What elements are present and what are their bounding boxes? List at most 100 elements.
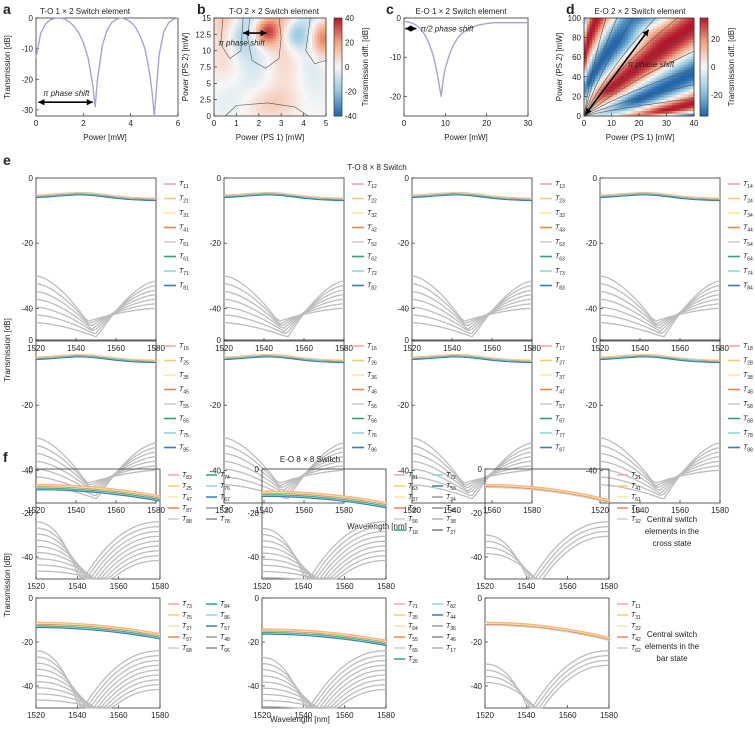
x-tick-label: 1520	[27, 711, 45, 720]
heatmap-cell	[300, 41, 304, 45]
heatmap-cell	[603, 23, 607, 27]
heatmap-cell	[641, 107, 645, 111]
heatmap-cell	[242, 81, 246, 85]
heatmap-cell	[222, 41, 226, 45]
heatmap-cell	[589, 102, 593, 106]
heatmap-cell	[230, 38, 234, 42]
heatmap-cell	[250, 55, 254, 59]
heatmap-cell	[214, 69, 218, 74]
heatmap-cell	[614, 69, 618, 73]
heatmap-cell	[300, 35, 304, 39]
heatmap-cell	[630, 23, 634, 27]
heatmap-cell	[264, 84, 268, 88]
heatmap-cell	[644, 47, 648, 52]
heatmap-cell	[677, 53, 681, 57]
heatmap-cell	[608, 75, 612, 79]
heatmap-cell	[247, 55, 251, 59]
heatmap-cell	[278, 110, 282, 114]
heatmap-cell	[606, 113, 610, 117]
heatmap-cell	[312, 75, 316, 79]
y-tick-label: -20	[21, 638, 33, 647]
heatmap-cell	[628, 105, 632, 109]
heatmap-cell	[306, 101, 310, 105]
legend-label: T44	[446, 612, 456, 621]
heatmap-cell	[633, 113, 637, 117]
heatmap-cell	[617, 94, 621, 98]
heatmap-cell	[303, 41, 307, 45]
heatmap-cell	[267, 43, 271, 48]
y-tick-label: -40	[247, 682, 259, 691]
heatmap-cell	[219, 32, 223, 36]
heatmap-cell	[619, 26, 623, 30]
y-tick-label: 20	[572, 92, 581, 101]
panel-title: E-O 2 × 2 Switch element	[595, 7, 687, 16]
legend-label: T82	[367, 283, 377, 292]
heatmap-cell	[228, 52, 232, 56]
heatmap-cell	[225, 49, 229, 53]
heatmap-cell	[242, 20, 246, 25]
heatmap-cell	[250, 23, 254, 28]
heatmap-cell	[683, 23, 687, 27]
heatmap-cell	[680, 64, 684, 68]
heatmap-cell	[614, 88, 618, 92]
colorbar-cell	[334, 42, 342, 45]
heatmap-cell	[295, 72, 299, 77]
heatmap-cell	[636, 69, 640, 73]
crosstalk-line	[599, 444, 721, 487]
heatmap-cell	[652, 107, 656, 111]
heatmap-cell	[253, 104, 257, 108]
heatmap-cell	[608, 39, 612, 43]
heatmap-cell	[309, 101, 313, 105]
legend-label: T36	[367, 372, 377, 381]
heatmap-cell	[600, 37, 604, 41]
heatmap-cell	[239, 113, 243, 117]
heatmap-cell	[228, 58, 232, 62]
heatmap-cell	[636, 26, 640, 30]
heatmap-cell	[636, 75, 640, 79]
heatmap-cell	[314, 67, 318, 71]
heatmap-cell	[222, 20, 226, 25]
heatmap-cell	[685, 64, 689, 68]
heatmap-cell	[622, 110, 626, 114]
row-label: cross state	[653, 539, 692, 548]
heatmap-cell	[312, 38, 316, 42]
legend-label: T88	[743, 445, 753, 454]
colorbar-cell	[334, 94, 342, 97]
heatmap-cell	[306, 110, 310, 114]
legend-label: T85	[408, 505, 418, 514]
heatmap-cell	[650, 39, 654, 43]
heatmap-cell	[606, 34, 610, 38]
heatmap-cell	[603, 105, 607, 109]
heatmap-cell	[619, 86, 623, 90]
heatmap-cell	[270, 20, 274, 25]
heatmap-cell	[261, 38, 265, 42]
crosstalk-line	[411, 451, 533, 494]
colorbar-cell	[334, 29, 342, 32]
crosstalk-line	[35, 521, 161, 580]
heatmap-cell	[677, 77, 681, 82]
heatmap-cell	[597, 58, 601, 62]
heatmap-cell	[253, 52, 257, 56]
heatmap-cell	[600, 72, 604, 76]
heatmap-cell	[247, 107, 251, 111]
heatmap-cell	[691, 58, 695, 62]
heatmap-cell	[614, 96, 618, 101]
heatmap-cell	[264, 52, 268, 56]
colorbar-cell	[700, 58, 708, 61]
annotation: π/2 phase shift	[421, 25, 475, 34]
heatmap-cell	[219, 113, 223, 117]
heatmap-cell	[242, 75, 246, 79]
heatmap-cell	[688, 75, 692, 79]
heatmap-cell	[595, 26, 599, 30]
colorbar-cell	[700, 47, 708, 50]
heatmap-cell	[674, 61, 678, 65]
heatmap-cell	[597, 83, 601, 87]
arrow-head	[585, 107, 592, 115]
heatmap-cell	[674, 37, 678, 41]
heatmap-cell	[658, 94, 662, 98]
heatmap-cell	[239, 18, 243, 22]
heatmap-cell	[685, 107, 689, 111]
legend-label: T71	[179, 268, 189, 277]
heatmap-cell	[230, 58, 234, 62]
